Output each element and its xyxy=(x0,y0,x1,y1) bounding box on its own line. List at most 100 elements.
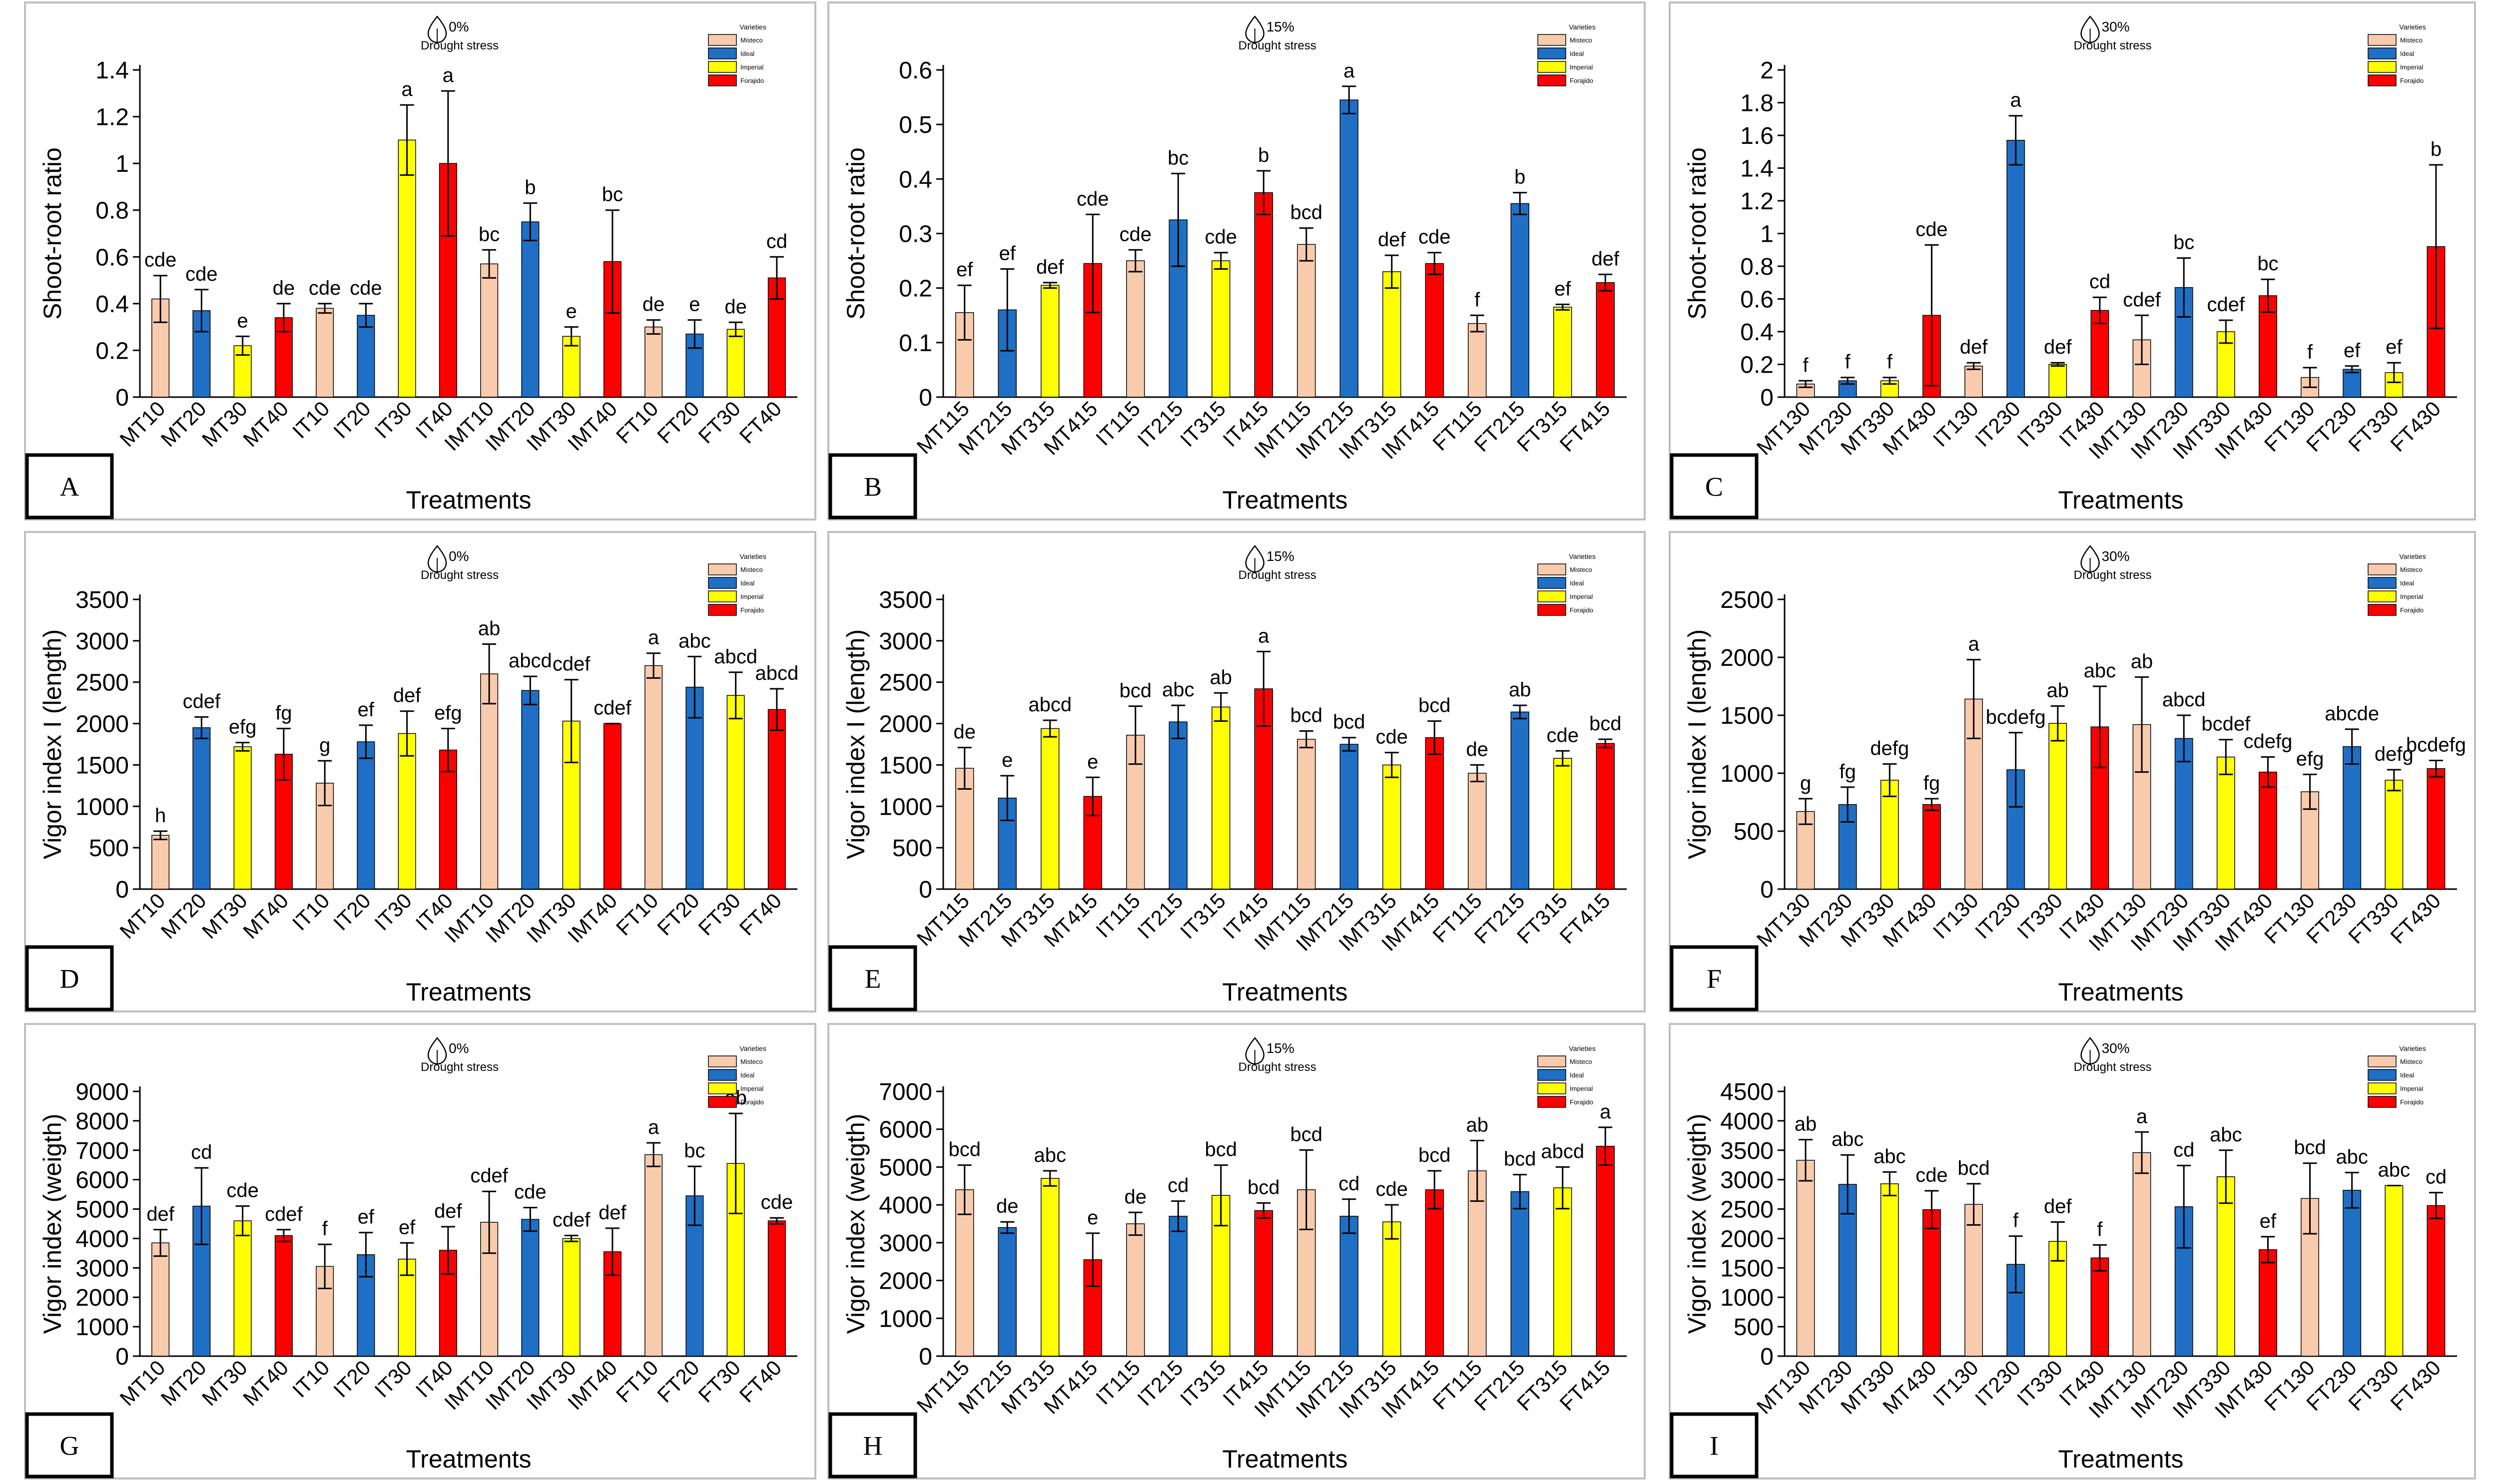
legend: Varieties Misteco Ideal Imperial Forajido xyxy=(1537,23,1596,86)
bar-imt430 xyxy=(2259,771,2277,890)
significance-label: cdef xyxy=(470,1165,508,1187)
significance-label: cde xyxy=(1376,1178,1408,1200)
x-axis-title: Treatments xyxy=(1222,978,1347,1006)
bar-it130 xyxy=(1964,366,1983,398)
y-tick-label: 0.6 xyxy=(899,57,932,84)
y-tick-label: 1.2 xyxy=(95,104,129,131)
significance-label: bc xyxy=(479,223,500,245)
significance-label: f xyxy=(2307,341,2313,363)
panel-letter: F xyxy=(1707,964,1722,994)
y-tick-label: 500 xyxy=(1734,819,1774,845)
water-drop-icon xyxy=(2080,1037,2100,1065)
bar-imt230 xyxy=(2174,738,2193,890)
significance-label: a xyxy=(1600,1101,1611,1123)
bar-ft315 xyxy=(1553,307,1572,398)
bar-it30 xyxy=(398,139,416,398)
bar-imt10 xyxy=(480,673,499,890)
significance-label: abcd xyxy=(1541,1140,1584,1162)
significance-label: def xyxy=(393,685,421,707)
y-tick-label: 2000 xyxy=(879,1268,932,1295)
y-tick-label: 3000 xyxy=(75,628,129,655)
legend-label: Ideal xyxy=(2400,50,2414,57)
legend-swatch xyxy=(708,74,737,86)
significance-label: bcd xyxy=(1290,202,1323,224)
legend-label: Misteco xyxy=(740,566,763,573)
significance-label: g xyxy=(1800,772,1811,794)
x-axis-title: Treatments xyxy=(1222,1445,1347,1473)
bar-ft230 xyxy=(2343,1190,2362,1357)
legend-swatch xyxy=(1537,577,1566,589)
bar-ft230 xyxy=(2343,369,2362,398)
significance-label: cd xyxy=(2089,271,2110,293)
legend-label: Ideal xyxy=(740,1071,754,1079)
bar-it430 xyxy=(2090,310,2109,398)
y-tick-label: 0.1 xyxy=(899,330,932,357)
significance-label: bcd xyxy=(1957,1157,1990,1179)
significance-label: cde xyxy=(1915,1164,1948,1186)
bar-ft330 xyxy=(2385,1185,2404,1357)
significance-label: abcd xyxy=(714,646,757,668)
x-axis-title: Treatments xyxy=(2058,486,2183,514)
significance-label: bc xyxy=(602,184,623,206)
y-tick-label: 1 xyxy=(115,151,129,177)
significance-label: cde xyxy=(1915,218,1948,240)
significance-label: de xyxy=(724,296,747,318)
y-tick-label: 1.4 xyxy=(95,57,129,84)
y-tick-label: 2500 xyxy=(1720,1197,1774,1223)
legend-label: Ideal xyxy=(2400,1071,2414,1079)
stress-caption: Drought stress xyxy=(421,1060,499,1074)
stress-caption: Drought stress xyxy=(2074,39,2152,52)
x-axis-title: Treatments xyxy=(406,1445,531,1473)
significance-label: bcdefg xyxy=(2406,734,2466,756)
significance-label: a xyxy=(1343,60,1355,82)
bar-imt115 xyxy=(1297,244,1316,398)
bar-ft315 xyxy=(1553,1187,1572,1357)
y-axis-title: Shoot-root ratio xyxy=(842,147,870,320)
legend-swatch xyxy=(2368,590,2397,602)
y-tick-label: 3000 xyxy=(75,1255,129,1282)
stress-caption: Drought stress xyxy=(421,39,499,52)
legend-swatch xyxy=(708,577,737,589)
significance-label: bc xyxy=(2173,232,2194,254)
significance-label: bcd xyxy=(1290,1123,1323,1145)
significance-label: a xyxy=(402,78,413,100)
significance-label: ef xyxy=(1554,278,1571,300)
panel-letter-box xyxy=(25,453,114,519)
bar-imt30 xyxy=(562,336,581,398)
y-tick-label: 3000 xyxy=(1720,1167,1774,1194)
bar-imt20 xyxy=(521,221,540,398)
bar-ft10 xyxy=(644,1154,663,1357)
stress-caption: Drought stress xyxy=(2074,568,2152,582)
bar-imt415 xyxy=(1425,1189,1444,1357)
y-tick-label: 0.4 xyxy=(95,291,129,318)
significance-label: a xyxy=(648,627,659,649)
legend-swatch xyxy=(1537,604,1566,616)
significance-label: de xyxy=(1125,1186,1147,1208)
significance-label: bcd xyxy=(1504,1148,1536,1170)
y-tick-label: 1.8 xyxy=(1740,90,1774,117)
legend-label: Imperial xyxy=(2400,63,2423,71)
significance-label: ef xyxy=(399,1216,416,1238)
significance-label: efg xyxy=(229,716,257,738)
y-tick-label: 3500 xyxy=(879,587,932,613)
y-tick-label: 5000 xyxy=(879,1154,932,1181)
significance-label: abcd xyxy=(509,650,552,672)
significance-label: abc xyxy=(2378,1159,2411,1181)
y-axis-title: Vigor index I (length) xyxy=(38,629,66,859)
legend-swatch xyxy=(2368,604,2397,616)
significance-label: cd xyxy=(1168,1175,1189,1197)
bar-it130 xyxy=(1964,1204,1983,1357)
y-tick-label: 500 xyxy=(892,835,932,862)
significance-label: f xyxy=(2013,1210,2019,1232)
significance-label: de xyxy=(1466,738,1489,760)
y-tick-label: 2000 xyxy=(75,711,129,738)
y-tick-label: 1.2 xyxy=(1740,188,1774,215)
significance-label: abc xyxy=(1832,1128,1864,1150)
significance-label: def xyxy=(1591,248,1619,270)
y-tick-label: 0 xyxy=(919,1344,932,1370)
bar-it315 xyxy=(1212,260,1231,398)
legend-label: Forajido xyxy=(2400,1098,2424,1106)
significance-label: g xyxy=(319,734,330,756)
significance-label: ef xyxy=(2344,340,2361,362)
significance-label: abc xyxy=(678,630,711,652)
